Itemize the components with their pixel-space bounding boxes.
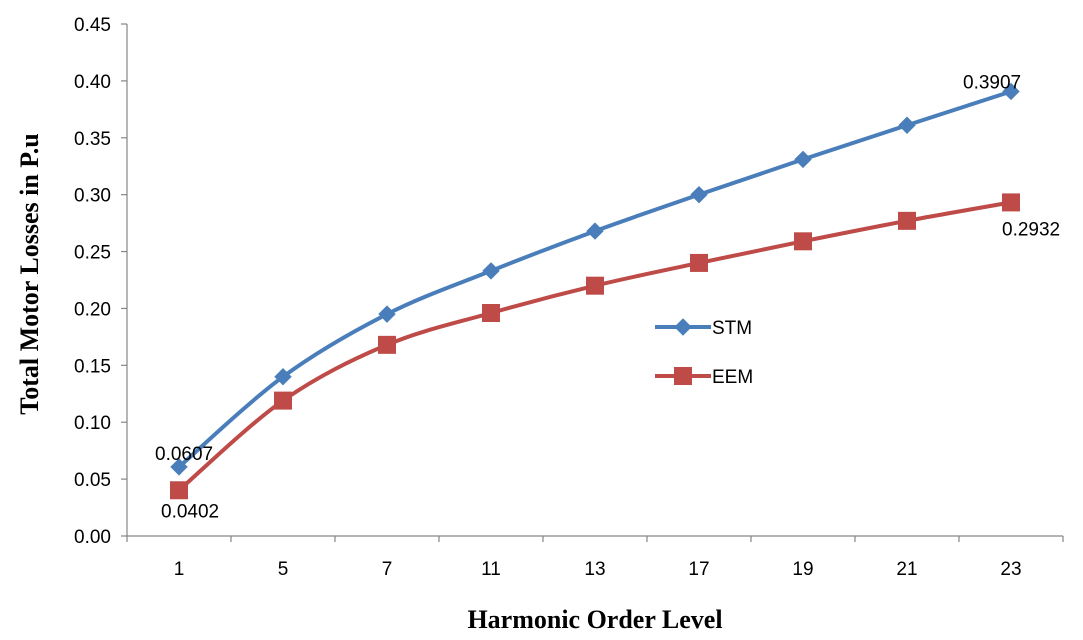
x-axis-ticks: 1 5 7 11 13 17 19 21 23 — [126, 536, 1064, 580]
series-eem — [170, 193, 1020, 500]
y-tick-label: 0.30 — [74, 186, 111, 207]
data-point-stm — [170, 458, 188, 476]
y-tick-label: 0.45 — [74, 15, 111, 36]
data-point-stm — [794, 150, 812, 169]
data-point-eem — [898, 211, 916, 230]
y-tick-label: 0.40 — [74, 72, 111, 93]
data-point-eem — [274, 391, 292, 410]
data-label: 0.0402 — [161, 501, 219, 522]
x-tick-label: 1 — [174, 559, 185, 580]
data-point-stm — [898, 116, 916, 134]
legend-marker — [674, 367, 692, 385]
data-point-eem — [690, 253, 708, 272]
legend: STM EEM — [655, 318, 753, 388]
legend-item-stm: STM — [655, 318, 752, 339]
legend-marker — [674, 318, 692, 336]
series-line-eem — [177, 200, 1012, 492]
y-tick-label: 0.00 — [74, 527, 111, 548]
y-axis-title: Total Motor Losses in P.u — [15, 133, 44, 414]
data-point-eem — [378, 335, 396, 354]
x-tick-label: 21 — [896, 559, 917, 580]
data-point-stm — [482, 262, 500, 280]
y-tick-label: 0.25 — [74, 243, 111, 264]
data-label: 0.3907 — [963, 72, 1021, 93]
y-axis-ticks: 0.00 0.05 0.10 0.15 0.20 0.25 0.30 0.35 0.40 0.45 — [74, 15, 127, 548]
x-tick-label: 23 — [1000, 559, 1021, 580]
data-label: 0.2932 — [1002, 219, 1060, 240]
data-label: 0.0607 — [155, 444, 213, 465]
legend-label: EEM — [712, 367, 753, 388]
x-tick-label: 19 — [792, 559, 813, 580]
data-point-eem — [1002, 193, 1020, 212]
legend-item-eem: EEM — [655, 367, 753, 388]
y-tick-label: 0.20 — [74, 299, 111, 320]
y-tick-label: 0.15 — [74, 356, 111, 377]
x-tick-label: 7 — [382, 559, 393, 580]
data-point-stm — [1002, 82, 1020, 101]
data-point-stm — [586, 222, 604, 240]
x-tick-label: 13 — [584, 559, 605, 580]
x-tick-label: 11 — [481, 559, 501, 580]
data-point-stm — [378, 305, 396, 323]
series-group — [170, 82, 1020, 500]
plot-area: 0.00 0.05 0.10 0.15 0.20 0.25 0.30 0.35 0.40 0.45… — [74, 15, 1064, 580]
y-tick-label: 0.10 — [74, 413, 111, 434]
x-tick-label: 17 — [688, 559, 709, 580]
data-point-eem — [482, 303, 500, 322]
data-point-eem — [586, 276, 604, 295]
data-point-stm — [690, 185, 708, 204]
y-tick-label: 0.05 — [74, 470, 111, 491]
y-tick-label: 0.35 — [74, 129, 111, 150]
series-stm — [170, 82, 1020, 476]
x-tick-label: 5 — [278, 559, 289, 580]
data-labels: 0.0607 0.0402 0.3907 0.2932 — [155, 72, 1060, 522]
data-point-stm — [274, 368, 292, 386]
data-point-eem — [794, 232, 812, 251]
data-point-eem — [170, 481, 188, 500]
x-axis-title: Harmonic Order Level — [467, 605, 722, 634]
legend-label: STM — [712, 318, 752, 339]
